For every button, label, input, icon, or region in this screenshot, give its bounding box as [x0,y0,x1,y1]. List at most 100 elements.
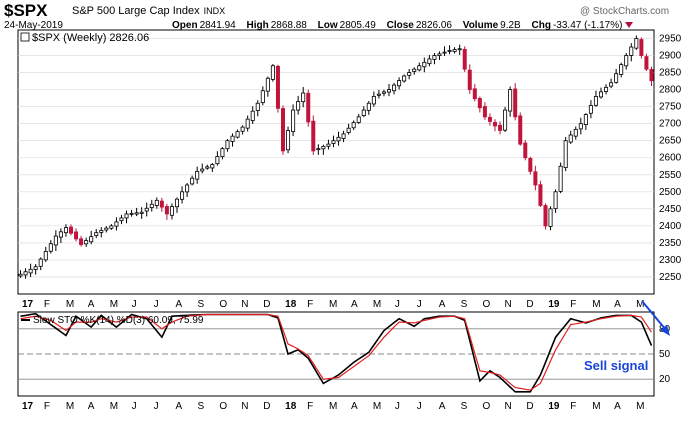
candle-body [139,211,144,214]
candle-body [104,227,109,231]
candle-body [397,80,402,87]
candle-body [159,200,164,208]
candle-body [402,75,407,82]
candle-body [210,164,215,169]
candle-body [361,109,366,117]
candle-body [568,134,573,143]
candle-body [69,226,74,234]
arrow-shaft [641,300,667,331]
down-triangle-icon [625,22,634,29]
candle-body [48,243,53,252]
high-value: 2868.88 [270,20,307,31]
candle-body [43,251,48,261]
candle-body [452,49,457,52]
candle-body [250,110,255,121]
stochastic-month-label: O [483,401,491,412]
candle-body [523,142,528,159]
candle-body [528,158,533,172]
candle-body [321,145,326,150]
candle-body [301,92,306,103]
candle-body [58,231,63,238]
price-month-label: J [154,299,159,310]
candle-body [604,86,609,92]
stochastic-month-label: A [351,401,358,412]
candle-body [291,109,296,132]
candle-body [169,206,174,216]
candle-body [109,225,114,229]
exchange-label: INDX [203,6,226,16]
candle-body [427,58,432,65]
price-tick-label: 2700 [659,119,682,130]
candle-body [437,53,442,56]
price-month-label: F [570,299,576,310]
price-month-label: M [373,299,381,310]
price-month-label: S [461,299,468,310]
candle-body [326,143,331,147]
candle-body [235,131,240,138]
candle-body [245,118,250,129]
candle-body [462,48,467,70]
stochastic-legend: Slow STO %K(14) %D(3) 60.09, 75.99 [33,315,204,326]
stochastic-month-label: J [132,401,137,412]
price-month-label: F [44,299,50,310]
price-month-label: A [439,299,446,310]
candle-body [538,184,543,206]
price-month-label: A [614,299,621,310]
candle-body [593,96,598,106]
candle-body [533,171,538,186]
candle-body [412,68,417,72]
candle-body [149,203,154,208]
candle-body [134,212,139,215]
candle-body [508,89,513,112]
candle-body [331,140,336,144]
price-month-label: D [263,299,270,310]
sell-signal-annotation: Sell signal [584,358,648,373]
candle-body [275,65,280,109]
candle-body [381,91,386,94]
candle-body [619,64,624,75]
candle-body [376,93,381,96]
candle-body [503,109,508,131]
stochastic-month-label: M [373,401,381,412]
arrow-head-icon [660,325,670,336]
candle-body [644,56,649,70]
low-label: Low [317,20,338,31]
stochastic-month-label: S [461,401,468,412]
price-tick-label: 2600 [659,153,682,164]
candle-body [518,115,523,145]
candle-body [492,122,497,127]
candle-body [629,46,634,56]
stochastic-month-label: 17 [22,401,34,412]
stochastic-month-label: M [110,401,118,412]
candle-body [84,240,89,245]
candle-body [296,101,301,111]
stochastic-month-label: A [176,401,183,412]
candle-body [447,50,452,52]
stochastic-month-label: M [592,401,600,412]
candle-body [195,170,200,180]
close-label: Close [386,20,414,31]
legend-icon [20,32,30,42]
candle-body [558,165,563,192]
stochastic-month-label: A [439,401,446,412]
stochastic-month-label: F [44,401,50,412]
candle-body [215,156,220,165]
ohlc-stats: Open 2841.94 High 2868.88 Low 2805.49 Close… [172,20,634,31]
candle-body [457,48,462,51]
candle-body [23,271,28,276]
candle-body [311,120,316,152]
candle-body [33,266,38,270]
candle-body [366,102,371,111]
candle-body [513,88,518,118]
chg-label: Chg [531,20,551,31]
candle-body [482,106,487,118]
candle-body [89,236,94,243]
price-month-label: M [110,299,118,310]
index-name: S&P 500 Large Cap Index [72,5,200,17]
candle-body [583,114,588,125]
stochastic-month-label: S [197,401,204,412]
candle-body [200,168,205,172]
candle-body [573,128,578,137]
candle-body [306,92,311,123]
stochastic-month-label: 19 [548,401,560,412]
